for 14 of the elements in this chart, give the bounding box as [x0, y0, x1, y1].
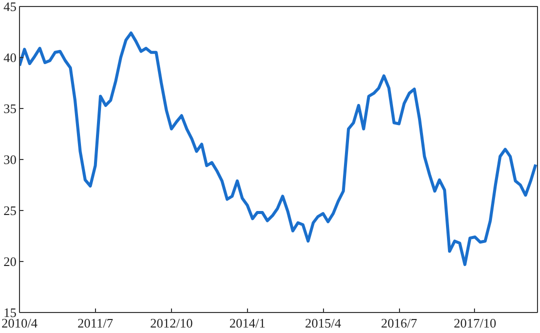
y-tick-label: 40 — [4, 50, 16, 65]
y-tick-label: 35 — [4, 101, 16, 116]
x-tick-label: 2012/10 — [150, 316, 193, 330]
y-tick-label: 30 — [4, 152, 16, 167]
y-tick-label: 20 — [4, 254, 16, 269]
y-tick-label: 15 — [4, 305, 16, 320]
line-series — [20, 32, 538, 266]
x-tick-label: 2014/1 — [229, 316, 266, 330]
x-tick-label: 2016/7 — [380, 316, 418, 330]
x-tick-label: 2011/7 — [77, 316, 114, 330]
y-tick-label: 25 — [4, 203, 16, 218]
x-tick-label: 2015/4 — [304, 316, 342, 330]
x-tick-label: 2017/10 — [454, 316, 496, 330]
y-tick-label: 45 — [4, 0, 16, 14]
